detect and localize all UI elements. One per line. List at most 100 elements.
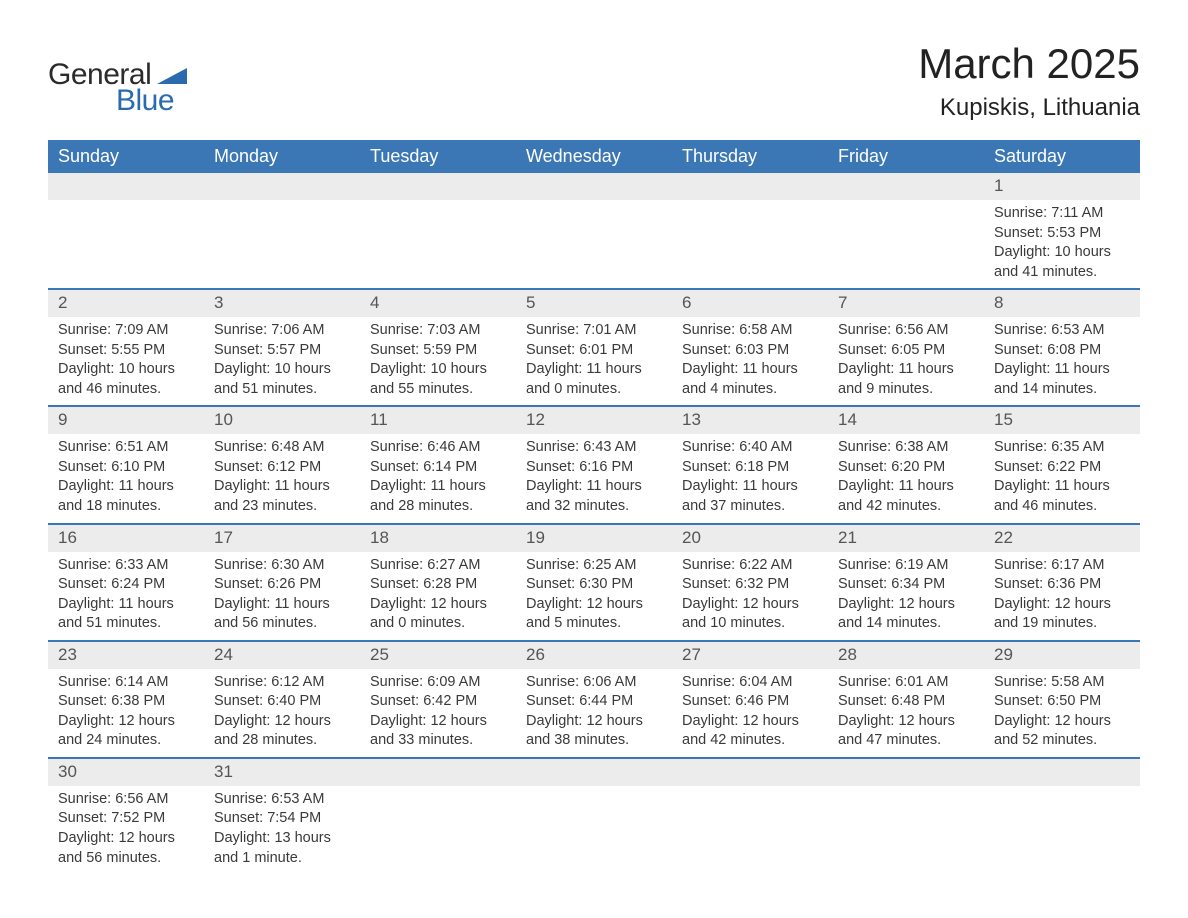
day-number-cell: 7 [828, 289, 984, 317]
day-cell: Sunrise: 6:56 AMSunset: 6:05 PMDaylight:… [828, 317, 984, 406]
day-body-row: Sunrise: 6:51 AMSunset: 6:10 PMDaylight:… [48, 434, 1140, 523]
day-ss: Sunset: 6:16 PM [526, 458, 662, 478]
day-cell: Sunrise: 6:53 AMSunset: 6:08 PMDaylight:… [984, 317, 1140, 406]
day-cell [48, 200, 204, 289]
col-sunday: Sunday [48, 140, 204, 173]
day-number-cell: 16 [48, 524, 204, 552]
day-d2: and 38 minutes. [526, 731, 662, 751]
day-d1: Daylight: 12 hours [58, 712, 194, 732]
col-thursday: Thursday [672, 140, 828, 173]
day-number-cell: 15 [984, 406, 1140, 434]
day-sr: Sunrise: 7:06 AM [214, 321, 350, 341]
day-number-cell [672, 173, 828, 200]
day-d1: Daylight: 11 hours [994, 360, 1130, 380]
day-number-cell [360, 758, 516, 786]
day-d1: Daylight: 11 hours [994, 477, 1130, 497]
day-ss: Sunset: 6:36 PM [994, 575, 1130, 595]
day-sr: Sunrise: 6:17 AM [994, 556, 1130, 576]
day-ss: Sunset: 6:22 PM [994, 458, 1130, 478]
day-ss: Sunset: 6:26 PM [214, 575, 350, 595]
day-cell: Sunrise: 6:46 AMSunset: 6:14 PMDaylight:… [360, 434, 516, 523]
day-d2: and 5 minutes. [526, 614, 662, 634]
day-number-cell [516, 173, 672, 200]
month-title: March 2025 [918, 40, 1140, 88]
day-number-cell: 4 [360, 289, 516, 317]
day-d1: Daylight: 13 hours [214, 829, 350, 849]
day-ss: Sunset: 6:46 PM [682, 692, 818, 712]
day-d1: Daylight: 11 hours [214, 477, 350, 497]
day-sr: Sunrise: 7:09 AM [58, 321, 194, 341]
day-ss: Sunset: 5:55 PM [58, 341, 194, 361]
day-cell: Sunrise: 6:35 AMSunset: 6:22 PMDaylight:… [984, 434, 1140, 523]
day-d1: Daylight: 12 hours [370, 595, 506, 615]
day-number-cell [48, 173, 204, 200]
day-number-cell: 19 [516, 524, 672, 552]
day-d2: and 10 minutes. [682, 614, 818, 634]
day-sr: Sunrise: 6:09 AM [370, 673, 506, 693]
day-cell: Sunrise: 6:25 AMSunset: 6:30 PMDaylight:… [516, 552, 672, 641]
day-number-cell: 23 [48, 641, 204, 669]
day-sr: Sunrise: 6:04 AM [682, 673, 818, 693]
day-cell: Sunrise: 6:48 AMSunset: 6:12 PMDaylight:… [204, 434, 360, 523]
day-d2: and 56 minutes. [214, 614, 350, 634]
day-d2: and 28 minutes. [370, 497, 506, 517]
day-number-cell: 6 [672, 289, 828, 317]
day-cell [204, 200, 360, 289]
day-sr: Sunrise: 7:11 AM [994, 204, 1130, 224]
col-monday: Monday [204, 140, 360, 173]
day-sr: Sunrise: 6:51 AM [58, 438, 194, 458]
daynum-row: 16171819202122 [48, 524, 1140, 552]
day-number-cell [360, 173, 516, 200]
title-block: March 2025 Kupiskis, Lithuania [918, 40, 1140, 122]
day-cell: Sunrise: 6:12 AMSunset: 6:40 PMDaylight:… [204, 669, 360, 758]
day-cell: Sunrise: 6:40 AMSunset: 6:18 PMDaylight:… [672, 434, 828, 523]
day-sr: Sunrise: 6:30 AM [214, 556, 350, 576]
day-number-cell: 25 [360, 641, 516, 669]
day-d1: Daylight: 10 hours [214, 360, 350, 380]
day-sr: Sunrise: 6:43 AM [526, 438, 662, 458]
day-sr: Sunrise: 6:40 AM [682, 438, 818, 458]
day-number-cell: 12 [516, 406, 672, 434]
day-d1: Daylight: 10 hours [58, 360, 194, 380]
day-number-cell: 31 [204, 758, 360, 786]
day-sr: Sunrise: 6:06 AM [526, 673, 662, 693]
day-sr: Sunrise: 6:53 AM [214, 790, 350, 810]
day-ss: Sunset: 6:44 PM [526, 692, 662, 712]
day-number-cell [672, 758, 828, 786]
day-d2: and 46 minutes. [58, 380, 194, 400]
day-sr: Sunrise: 5:58 AM [994, 673, 1130, 693]
day-d2: and 0 minutes. [370, 614, 506, 634]
day-d2: and 37 minutes. [682, 497, 818, 517]
day-d2: and 19 minutes. [994, 614, 1130, 634]
day-sr: Sunrise: 6:35 AM [994, 438, 1130, 458]
day-cell: Sunrise: 6:09 AMSunset: 6:42 PMDaylight:… [360, 669, 516, 758]
day-sr: Sunrise: 6:56 AM [838, 321, 974, 341]
day-sr: Sunrise: 6:27 AM [370, 556, 506, 576]
day-ss: Sunset: 6:08 PM [994, 341, 1130, 361]
day-number-cell: 26 [516, 641, 672, 669]
day-cell [516, 200, 672, 289]
day-sr: Sunrise: 6:58 AM [682, 321, 818, 341]
day-ss: Sunset: 5:59 PM [370, 341, 506, 361]
day-sr: Sunrise: 7:03 AM [370, 321, 506, 341]
day-d2: and 18 minutes. [58, 497, 194, 517]
day-body-row: Sunrise: 6:33 AMSunset: 6:24 PMDaylight:… [48, 552, 1140, 641]
day-ss: Sunset: 6:14 PM [370, 458, 506, 478]
day-ss: Sunset: 6:32 PM [682, 575, 818, 595]
day-cell: Sunrise: 6:33 AMSunset: 6:24 PMDaylight:… [48, 552, 204, 641]
day-sr: Sunrise: 6:33 AM [58, 556, 194, 576]
day-sr: Sunrise: 6:56 AM [58, 790, 194, 810]
day-d1: Daylight: 11 hours [526, 477, 662, 497]
daynum-row: 23242526272829 [48, 641, 1140, 669]
day-cell: Sunrise: 6:01 AMSunset: 6:48 PMDaylight:… [828, 669, 984, 758]
day-ss: Sunset: 7:52 PM [58, 809, 194, 829]
day-cell [360, 200, 516, 289]
day-cell [984, 786, 1140, 874]
day-ss: Sunset: 5:53 PM [994, 224, 1130, 244]
day-cell [672, 200, 828, 289]
day-number-cell: 3 [204, 289, 360, 317]
day-number-cell: 2 [48, 289, 204, 317]
day-d1: Daylight: 10 hours [994, 243, 1130, 263]
day-cell: Sunrise: 6:17 AMSunset: 6:36 PMDaylight:… [984, 552, 1140, 641]
day-ss: Sunset: 6:50 PM [994, 692, 1130, 712]
